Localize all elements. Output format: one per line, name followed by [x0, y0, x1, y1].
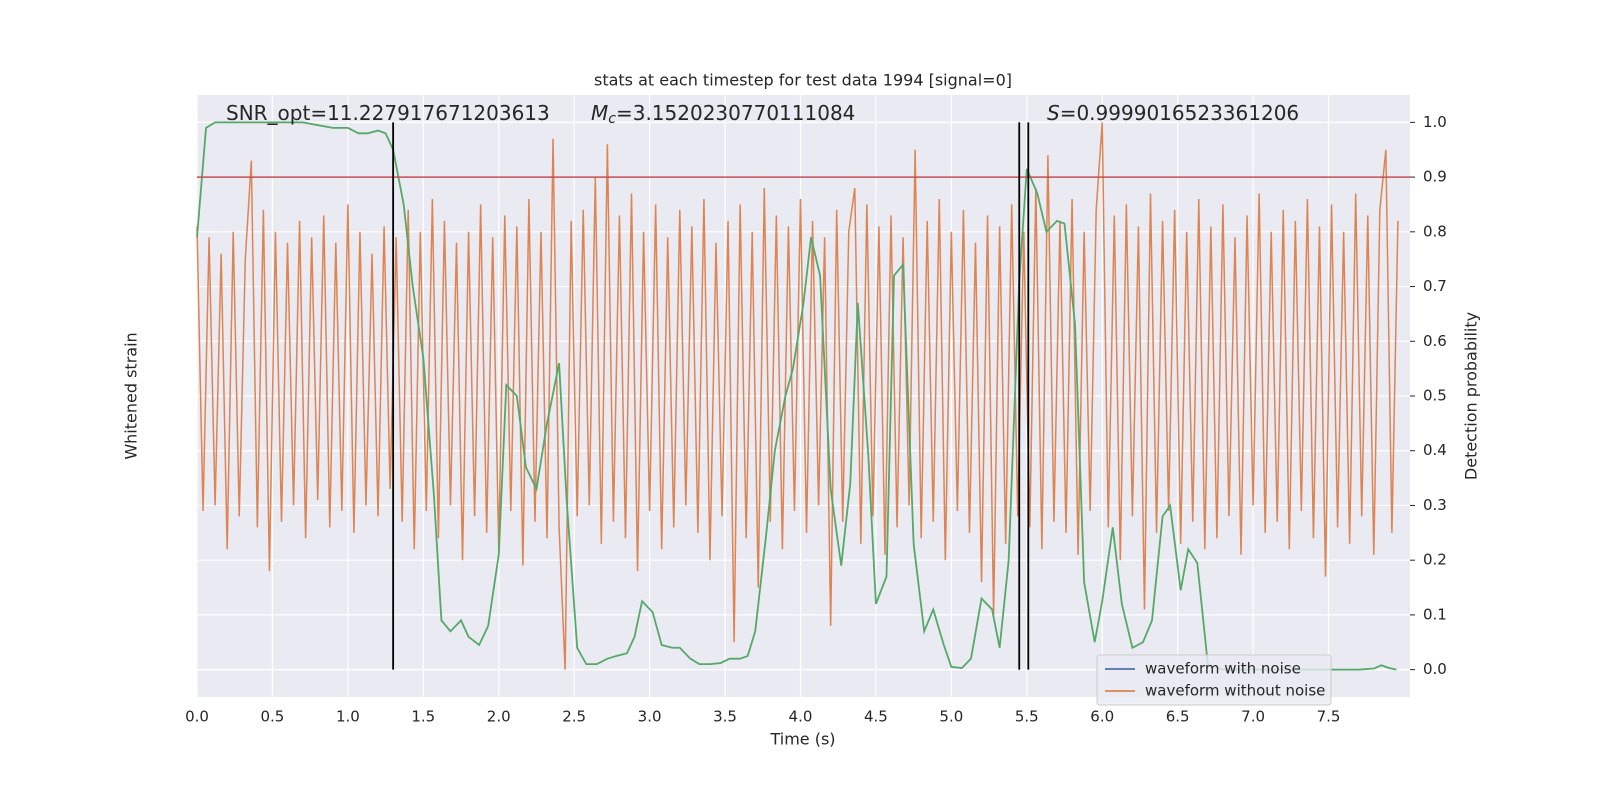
- y2-tick-label: 0.4: [1423, 441, 1447, 459]
- x-tick-label: 2.0: [487, 708, 511, 726]
- x-tick-label: 1.5: [411, 708, 435, 726]
- annotation-subscript: c: [608, 111, 616, 127]
- x-tick-label: 6.0: [1090, 708, 1114, 726]
- x-tick-label: 0.5: [261, 708, 285, 726]
- legend-label: waveform with noise: [1145, 660, 1301, 678]
- legend-box: [1096, 654, 1332, 706]
- x-tick-label: 7.0: [1241, 708, 1265, 726]
- annotation: Mc=3.1520230770111084: [591, 101, 855, 128]
- y2-tick-label: 0.7: [1423, 277, 1447, 295]
- annotation-text: =3.1520230770111084: [616, 101, 855, 125]
- y2-tick-label: 0.0: [1423, 660, 1447, 678]
- x-tick-label: 1.0: [336, 708, 360, 726]
- annotation-symbol: S: [1047, 101, 1060, 125]
- x-tick-label: 0.0: [185, 708, 209, 726]
- chart-title: stats at each timestep for test data 199…: [594, 71, 1012, 90]
- x-tick-label: 5.5: [1015, 708, 1039, 726]
- y2-axis-label: Detection probability: [1462, 312, 1481, 480]
- x-tick-label: 2.5: [562, 708, 586, 726]
- x-tick-label: 3.5: [713, 708, 737, 726]
- waveform-line: [196, 122, 1399, 670]
- y2-tick-label: 0.8: [1423, 222, 1447, 240]
- x-tick-label: 5.0: [939, 708, 963, 726]
- x-axis-label: Time (s): [769, 730, 835, 749]
- annotation: S=0.9999016523361206: [1047, 101, 1299, 125]
- x-tick-label: 6.5: [1166, 708, 1190, 726]
- x-tick-label: 4.5: [864, 708, 888, 726]
- annotation-text: =0.9999016523361206: [1060, 101, 1299, 125]
- y-axis-label: Whitened strain: [122, 332, 141, 459]
- y2-tick-label: 0.6: [1423, 332, 1447, 350]
- y2-tick-label: 0.5: [1423, 387, 1447, 405]
- x-tick-label: 4.0: [789, 708, 813, 726]
- annotation-text: SNR_opt=11.227917671203613: [226, 101, 550, 125]
- y2-tick-label: 0.9: [1423, 168, 1447, 186]
- y2-tick-label: 0.3: [1423, 496, 1447, 514]
- annotation-symbol: M: [591, 101, 608, 125]
- annotation: SNR_opt=11.227917671203613: [226, 101, 550, 125]
- x-tick-label: 3.0: [638, 708, 662, 726]
- x-tick-label: 7.5: [1317, 708, 1341, 726]
- probability-line: [196, 121, 1397, 671]
- legend-label: waveform without noise: [1145, 682, 1325, 700]
- y2-tick-label: 0.2: [1423, 551, 1447, 569]
- y2-tick-label: 1.0: [1423, 113, 1447, 131]
- y2-tick-label: 0.1: [1423, 605, 1447, 623]
